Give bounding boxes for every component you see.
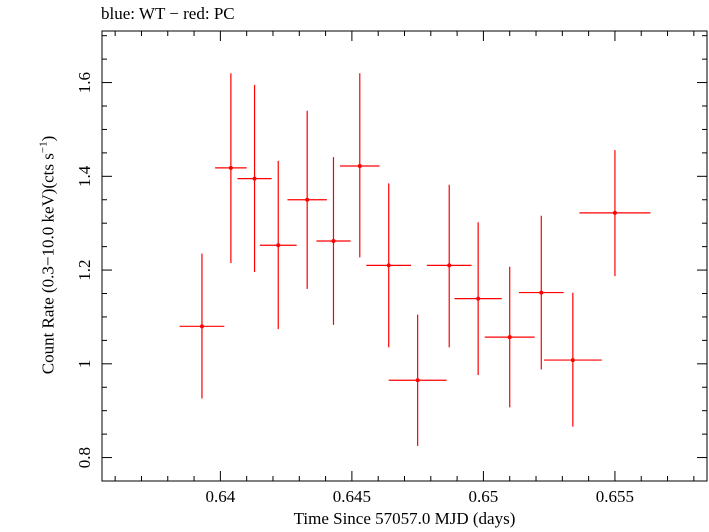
x-tick-label: 0.64 [205, 487, 235, 506]
data-point [357, 164, 362, 168]
data-series-red [179, 73, 651, 446]
y-axis-label: Count Rate (0.3−10.0 keV)(cts s−1) [38, 136, 59, 375]
y-axis-label-end: ) [38, 135, 58, 142]
data-point [476, 296, 481, 301]
y-axis-label-exponent: −1 [37, 141, 50, 154]
data-point [228, 165, 233, 170]
chart-title: blue: WT − red: PC [101, 4, 235, 23]
data-point [415, 378, 420, 383]
data-point [507, 335, 512, 340]
y-tick-label: 1.2 [75, 259, 94, 280]
y-tick-label: 1.4 [75, 165, 94, 187]
data-point [199, 324, 204, 329]
x-tick-label: 0.65 [469, 487, 499, 506]
data-point [612, 210, 617, 215]
data-point [305, 197, 310, 202]
data-point [447, 263, 452, 268]
plot-frame [101, 30, 708, 482]
data-point [570, 358, 575, 363]
y-tick-label: 0.8 [75, 447, 94, 468]
data-point [331, 239, 336, 243]
x-axis-label: Time Since 57057.0 MJD (days) [293, 509, 516, 528]
y-tick-label: 1 [75, 360, 94, 369]
data-point [386, 263, 391, 268]
x-tick-label: 0.655 [596, 487, 634, 506]
axis-ticks: 0.64 0.645 0.65 0.655 0.8 1 1.2 1.4 1.6 [75, 31, 707, 506]
x-tick-label: 0.645 [333, 487, 371, 506]
data-point [276, 243, 281, 248]
data-point [252, 176, 257, 181]
data-point [539, 290, 544, 295]
y-axis-label-main: Count Rate (0.3−10.0 keV)(cts s [38, 153, 58, 375]
y-tick-label: 1.6 [75, 72, 94, 93]
